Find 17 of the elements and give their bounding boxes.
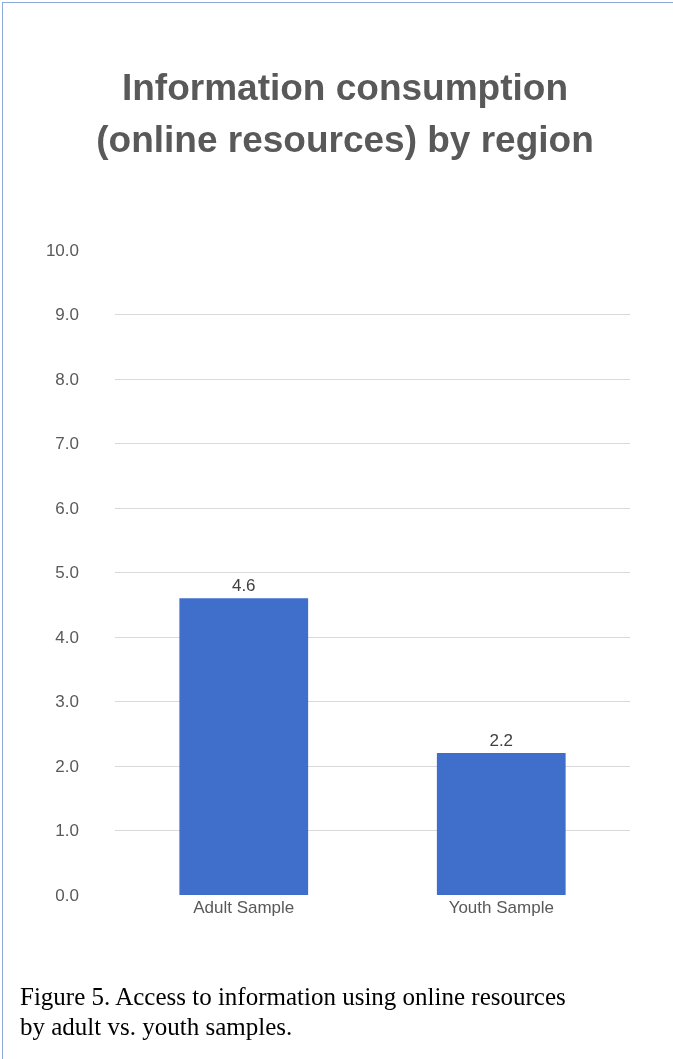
y-tick-label: 1.0: [55, 821, 79, 841]
y-tick-label: 4.0: [55, 627, 79, 647]
y-tick-label: 9.0: [55, 305, 79, 325]
y-tick-label: 6.0: [55, 498, 79, 518]
x-tick-label: Adult Sample: [193, 898, 295, 917]
y-tick-label: 2.0: [55, 756, 79, 776]
y-tick-label: 5.0: [55, 563, 79, 583]
x-tick-label: Youth Sample: [448, 898, 554, 917]
data-label: 4.6: [231, 576, 256, 596]
y-tick-label: 8.0: [55, 369, 79, 389]
data-label: 2.2: [489, 731, 514, 751]
y-tick-label: 3.0: [55, 692, 79, 712]
chart-title: Information consumption (online resources) by region: [95, 66, 595, 162]
caption: Figure 5. Access to information using online resources by adult vs. youth samples.: [20, 982, 567, 1042]
y-tick-label: 0.0: [55, 885, 79, 905]
y-tick-label: 7.0: [55, 434, 79, 454]
y-tick-label: 10.0: [45, 240, 79, 260]
